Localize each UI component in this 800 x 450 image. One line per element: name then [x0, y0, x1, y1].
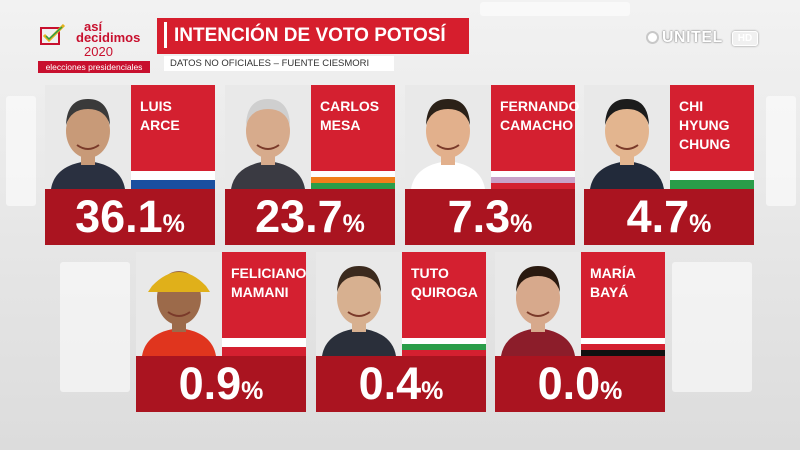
party-color-strip	[131, 171, 215, 189]
background-tile	[672, 262, 752, 392]
percent-sign: %	[342, 210, 365, 238]
percentage-value: 4.7	[626, 191, 690, 242]
candidate-name: TUTO QUIROGA	[411, 265, 478, 300]
percent-sign: %	[162, 210, 185, 238]
channel-dot-icon	[646, 31, 659, 44]
background-tile	[60, 262, 130, 392]
candidate-name: LUIS ARCE	[140, 98, 180, 133]
party-color-strip	[222, 338, 306, 356]
percent-sign: %	[689, 210, 712, 238]
background-tile	[6, 96, 36, 206]
candidate-name: FERNANDO CAMACHO	[500, 98, 580, 133]
logo-line-1: así	[84, 19, 103, 34]
party-color-strip	[670, 171, 754, 189]
vote-percentage: 0.4%	[316, 356, 486, 412]
vote-percentage: 4.7%	[584, 189, 754, 245]
candidate-name-box: CHI HYUNG CHUNG	[670, 85, 754, 171]
percent-sign: %	[421, 377, 444, 405]
percent-sign: %	[241, 377, 264, 405]
party-color-strip	[311, 171, 395, 189]
channel-name: UNITEL	[662, 29, 723, 46]
candidate-name-box: LUIS ARCE	[131, 85, 215, 171]
title-accent-bar	[164, 22, 167, 48]
candidate-photo	[136, 252, 222, 356]
hd-badge: HD	[732, 31, 758, 46]
asi-decidimos-logo: así decidimos 2020 elecciones presidenci…	[36, 18, 152, 73]
candidate-card: FERNANDO CAMACHO 7.3%	[405, 85, 579, 245]
party-color-strip	[402, 338, 486, 356]
candidate-name-box: MARÍA BAYÁ	[581, 252, 665, 338]
channel-logo: UNITEL HD	[646, 28, 766, 50]
candidate-name-box: CARLOS MESA	[311, 85, 395, 171]
candidate-photo	[584, 85, 670, 189]
candidate-name-box: TUTO QUIROGA	[402, 252, 486, 338]
title-banner: INTENCIÓN DE VOTO POTOSÍ	[157, 18, 469, 54]
percentage-value: 0.0	[537, 358, 601, 409]
vote-percentage: 23.7%	[225, 189, 395, 245]
candidate-card: CHI HYUNG CHUNG 4.7%	[584, 85, 754, 245]
candidate-name: CHI HYUNG CHUNG	[679, 98, 731, 152]
candidate-card: TUTO QUIROGA 0.4%	[316, 252, 486, 412]
vote-percentage: 36.1%	[45, 189, 215, 245]
candidate-photo	[225, 85, 311, 189]
candidate-name: FELICIANO MAMANI	[231, 265, 307, 300]
candidate-card: MARÍA BAYÁ 0.0%	[495, 252, 665, 412]
percentage-value: 36.1	[75, 191, 163, 242]
party-color-strip	[491, 171, 575, 189]
logo-line-2: decidimos	[76, 30, 141, 45]
percent-sign: %	[510, 210, 533, 238]
source-subtitle: DATOS NO OFICIALES – FUENTE CIESMORI	[164, 56, 394, 71]
percentage-value: 0.9	[178, 358, 242, 409]
candidate-name: CARLOS MESA	[320, 98, 380, 133]
percentage-value: 7.3	[447, 191, 511, 242]
page-title: INTENCIÓN DE VOTO POTOSÍ	[174, 25, 446, 46]
background-tile	[480, 2, 630, 16]
logo-tagline: elecciones presidenciales	[38, 61, 150, 73]
vote-percentage: 7.3%	[405, 189, 575, 245]
candidate-card: FELICIANO MAMANI 0.9%	[136, 252, 306, 412]
candidate-photo	[316, 252, 402, 356]
vote-percentage: 0.9%	[136, 356, 306, 412]
candidate-photo	[495, 252, 581, 356]
percent-sign: %	[600, 377, 623, 405]
vote-percentage: 0.0%	[495, 356, 665, 412]
ballot-check-icon	[40, 24, 66, 45]
party-color-strip	[581, 338, 665, 356]
candidate-card: CARLOS MESA 23.7%	[225, 85, 395, 245]
background-tile	[766, 96, 796, 206]
candidate-photo	[45, 85, 131, 189]
logo-year: 2020	[84, 44, 113, 59]
candidate-photo	[405, 85, 491, 189]
candidate-name: MARÍA BAYÁ	[590, 265, 636, 300]
percentage-value: 23.7	[255, 191, 343, 242]
percentage-value: 0.4	[358, 358, 422, 409]
candidate-name-box: FERNANDO CAMACHO	[491, 85, 579, 171]
candidate-card: LUIS ARCE 36.1%	[45, 85, 215, 245]
candidate-name-box: FELICIANO MAMANI	[222, 252, 306, 338]
